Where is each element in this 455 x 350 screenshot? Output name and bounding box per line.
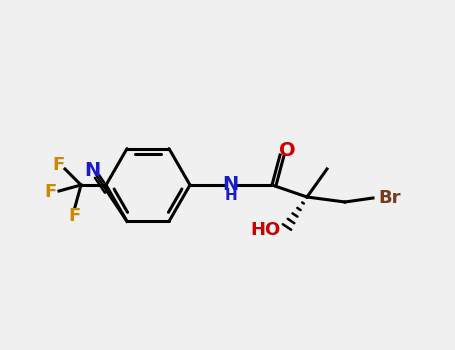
Text: N: N — [84, 161, 100, 180]
Text: O: O — [278, 140, 295, 160]
Text: F: F — [52, 156, 64, 174]
Text: HO: HO — [250, 221, 280, 239]
Text: N: N — [222, 175, 238, 195]
Text: Br: Br — [379, 189, 401, 207]
Text: H: H — [225, 188, 238, 203]
Text: F: F — [69, 207, 81, 225]
Text: F: F — [45, 183, 57, 201]
